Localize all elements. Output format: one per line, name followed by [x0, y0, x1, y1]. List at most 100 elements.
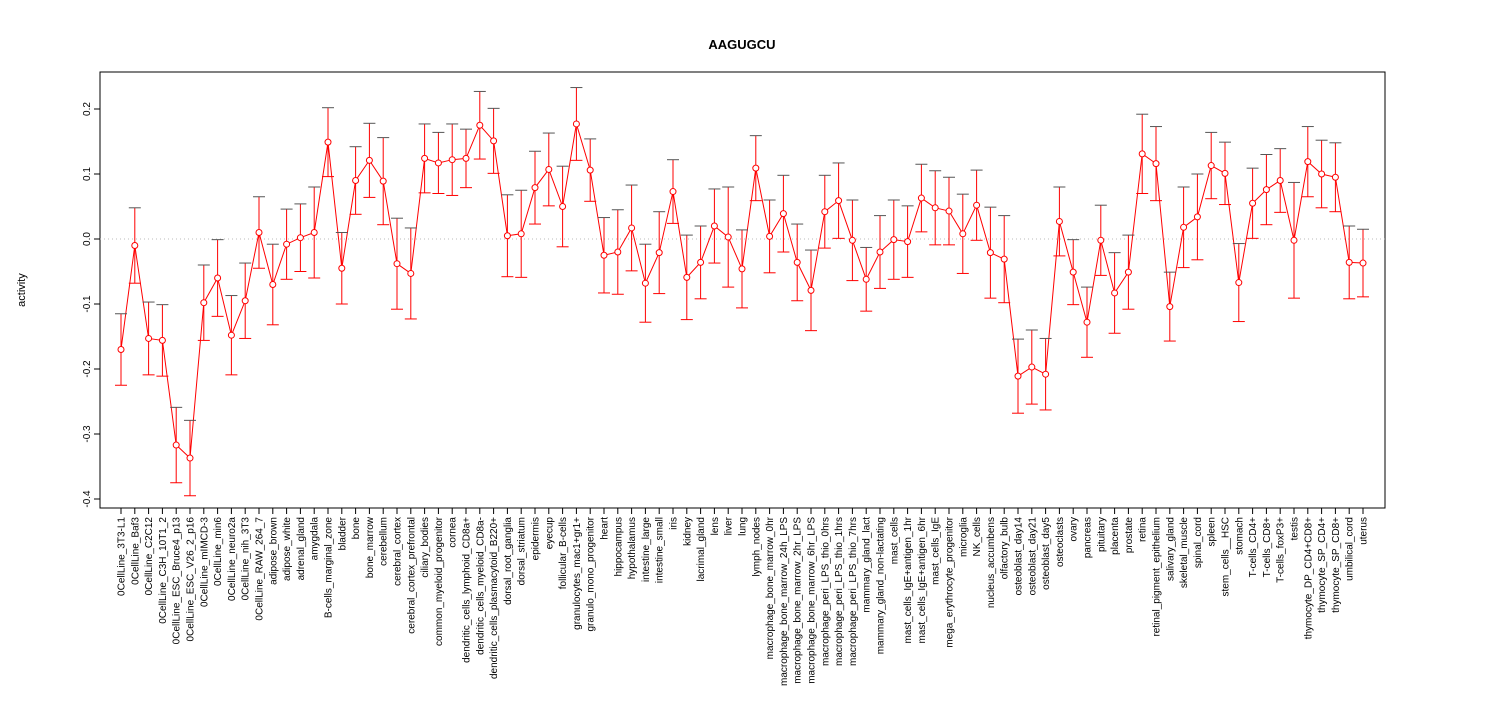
data-point	[572, 120, 580, 128]
x-tick-label: nucleus_accumbens	[986, 517, 997, 608]
data-point	[448, 156, 456, 164]
x-tick-label: mast_cells_IgE+antigen_6hr	[917, 516, 928, 643]
x-tick-label: osteoblast_day14	[1014, 517, 1025, 596]
x-tick-label: osteoblast_day21	[1027, 517, 1038, 596]
y-axis-label: activity	[16, 273, 28, 307]
x-axis: 0CellLine_3T3-L1 0CellLine_Baf3 0CellLine_…	[117, 507, 1370, 686]
x-tick-label: stomach	[1234, 517, 1245, 555]
x-tick-label: olfactory_bulb	[1000, 517, 1011, 580]
x-tick-label: iris	[669, 517, 680, 530]
x-tick-label: mast_cells	[889, 517, 900, 564]
x-tick-label: 0CellLine_Baf3	[130, 517, 141, 585]
x-tick-label: pancreas	[1083, 517, 1094, 558]
x-tick-label: macrophage_peri_LPS_thio_7hrs	[848, 517, 859, 666]
data-point	[131, 242, 139, 249]
x-tick-label: spleen	[1207, 517, 1218, 546]
x-tick-label: ovary	[1069, 517, 1080, 541]
x-tick-label: lymph_nodes	[751, 517, 762, 576]
data-point	[421, 154, 429, 162]
data-point	[655, 249, 663, 257]
x-tick-label: T-cells_foxP3+	[1276, 517, 1287, 583]
y-tick-label: -0.2	[82, 360, 93, 378]
data-point	[269, 281, 277, 288]
data-point	[807, 286, 815, 294]
data-point	[117, 346, 125, 353]
x-tick-label: dendritic_cells_lymphoid_CD8a+	[462, 517, 473, 663]
x-tick-label: 0CellLine_min6	[213, 517, 224, 586]
data-point	[1318, 170, 1326, 178]
data-point	[1152, 160, 1160, 168]
data-point	[600, 251, 608, 259]
y-tick-label: -0.3	[82, 425, 93, 443]
data-point	[683, 273, 691, 281]
y-tick-label: -0.4	[82, 490, 93, 508]
x-tick-label: 0CellLine_C2C12	[144, 517, 155, 596]
data-point	[1055, 217, 1063, 225]
y-tick-label: 0.1	[82, 167, 93, 181]
x-tick-label: adipose_white	[282, 517, 293, 581]
data-point	[848, 236, 856, 244]
x-tick-label: epidermis	[531, 517, 542, 560]
x-tick-label: heart	[600, 517, 611, 540]
data-point	[641, 279, 649, 287]
data-point	[1138, 150, 1146, 158]
data-point	[407, 269, 415, 277]
data-point	[1262, 186, 1270, 194]
y-tick-label: 0.0	[82, 232, 93, 246]
x-tick-label: granulo_mono_progenitor	[586, 516, 597, 631]
x-tick-label: lung	[738, 517, 749, 536]
data-point	[793, 258, 801, 266]
x-tick-label: lacrimal_gland	[696, 517, 707, 581]
x-tick-label: intestine_small	[655, 517, 666, 583]
data-point	[296, 234, 304, 242]
data-point	[1359, 259, 1367, 267]
data-point	[338, 264, 346, 272]
x-tick-label: mast_cells_IgE+antigen_1hr	[903, 516, 914, 643]
x-tick-label: adrenal_gland	[296, 517, 307, 580]
series-marks	[100, 87, 1385, 497]
data-point	[214, 274, 222, 282]
x-tick-label: hippocampus	[613, 517, 624, 576]
x-tick-label: follicular_B-cells	[558, 517, 569, 589]
x-tick-label: ciliary_bodies	[420, 517, 431, 578]
data-point	[186, 454, 194, 462]
x-tick-label: dendritic_cells_plasmacytoid_B220+	[489, 517, 500, 679]
data-point	[158, 336, 166, 344]
x-tick-label: mega_erythrocyte_progenitor	[945, 516, 956, 647]
data-point	[890, 236, 898, 244]
data-point	[973, 201, 981, 209]
data-point	[1042, 370, 1050, 378]
data-point	[1028, 363, 1036, 371]
data-point	[628, 224, 636, 232]
x-tick-label: macrophage_bone_marrow_2hr_LPS	[793, 517, 804, 684]
x-tick-label: dorsal_root_ganglia	[503, 517, 514, 605]
data-point	[986, 249, 994, 257]
data-point	[945, 207, 953, 215]
data-point	[1097, 236, 1105, 244]
data-point	[724, 233, 732, 241]
data-point	[917, 194, 925, 202]
data-point	[669, 188, 677, 196]
data-point	[1166, 303, 1174, 311]
data-point	[697, 258, 705, 266]
data-point	[1276, 177, 1284, 184]
x-tick-label: bone_marrow	[365, 516, 376, 578]
data-point	[959, 230, 967, 238]
x-tick-label: hypothalamus	[627, 517, 638, 579]
x-tick-label: thymocyte_SP_CD4+	[1317, 517, 1328, 613]
x-tick-label: prostate	[1124, 517, 1135, 554]
data-point	[835, 197, 843, 205]
x-tick-label: umbilical_cord	[1345, 517, 1356, 581]
data-point	[1111, 289, 1119, 297]
x-tick-label: placenta	[1110, 517, 1121, 555]
x-tick-label: intestine_large	[641, 517, 652, 582]
x-tick-label: common_myeloid_progenitor	[434, 516, 445, 646]
data-point	[310, 229, 318, 236]
data-point	[283, 240, 291, 248]
x-tick-label: dendritic_cells_myeloid_CD8a-	[475, 517, 486, 655]
x-tick-label: kidney	[682, 517, 693, 546]
data-point	[1345, 258, 1353, 266]
x-tick-label: skeletal_muscle	[1179, 517, 1190, 589]
data-point	[145, 334, 153, 342]
